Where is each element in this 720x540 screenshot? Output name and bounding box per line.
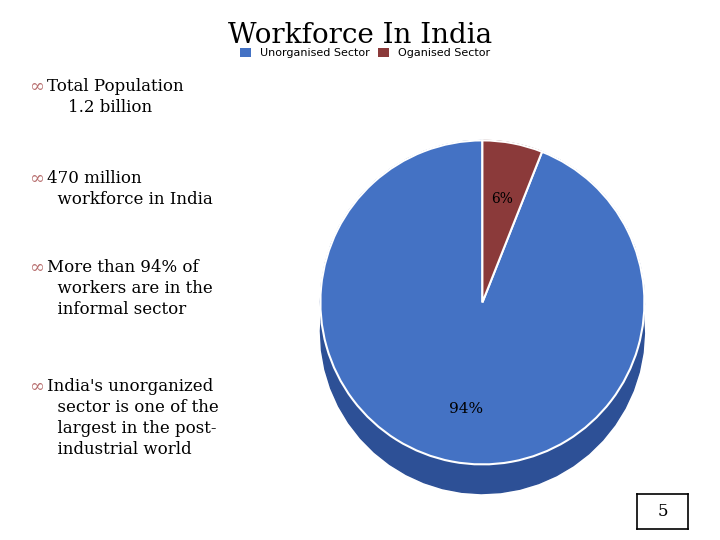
Text: ∞: ∞ xyxy=(29,378,44,396)
Legend: Unorganised Sector, Oganised Sector: Unorganised Sector, Oganised Sector xyxy=(235,44,495,63)
Text: More than 94% of
  workers are in the
  informal sector: More than 94% of workers are in the info… xyxy=(47,259,212,318)
Wedge shape xyxy=(482,140,542,302)
Text: Total Population
    1.2 billion: Total Population 1.2 billion xyxy=(47,78,184,116)
Text: ∞: ∞ xyxy=(29,259,44,277)
Polygon shape xyxy=(320,140,644,494)
Text: ∞: ∞ xyxy=(29,170,44,188)
Wedge shape xyxy=(320,140,644,464)
Text: ∞: ∞ xyxy=(29,78,44,96)
Text: 470 million
  workforce in India: 470 million workforce in India xyxy=(47,170,212,208)
Text: 94%: 94% xyxy=(449,402,483,416)
Text: India's unorganized
  sector is one of the
  largest in the post-
  industrial w: India's unorganized sector is one of the… xyxy=(47,378,219,458)
Polygon shape xyxy=(482,140,542,181)
Text: 6%: 6% xyxy=(491,192,513,206)
Text: 5: 5 xyxy=(657,503,667,520)
Text: Workforce In India: Workforce In India xyxy=(228,22,492,49)
